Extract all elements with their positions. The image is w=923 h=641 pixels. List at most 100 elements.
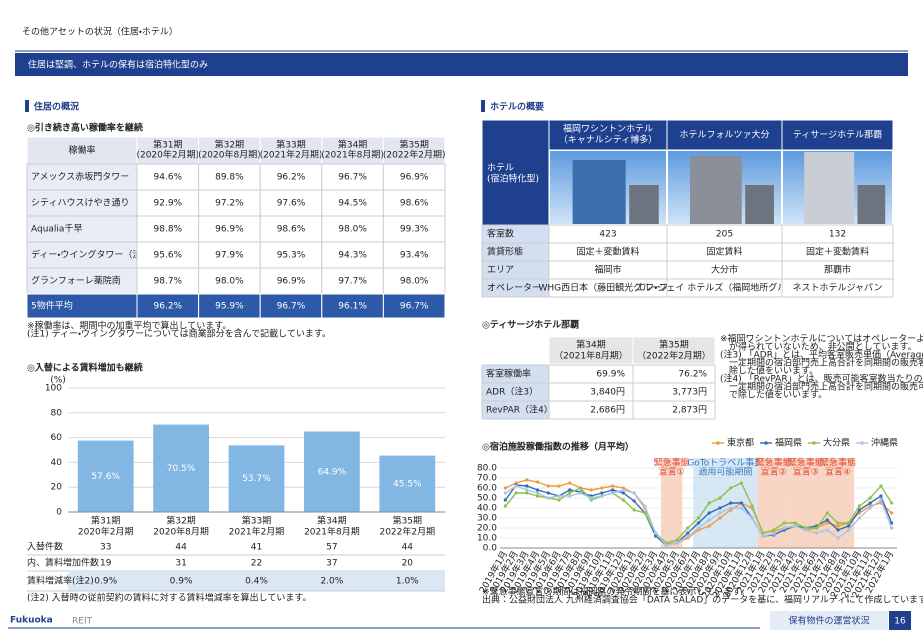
table-cell: [198, 267, 261, 295]
series-point: [643, 511, 647, 515]
table-value: 96.9%: [215, 225, 244, 235]
period-annotation: GoToトラベル事業: [687, 457, 763, 469]
column-header: 第32期: [215, 139, 244, 151]
x-tick-label: 第32期: [166, 515, 195, 527]
table-cell: [136, 267, 200, 295]
section-heading: ホテルの概要: [490, 101, 544, 113]
note: (注2) 入替時の従前契約の賃料に対する賃料増減率を算出しています。: [27, 592, 311, 604]
series-point: [836, 536, 840, 540]
table-cell: [781, 278, 894, 298]
table-cell: [136, 241, 200, 269]
page-number-box: [889, 611, 911, 630]
series-point: [739, 506, 744, 510]
subheading: ◎ティサージホテル那覇: [482, 320, 579, 331]
table-value: 98.6%: [400, 199, 429, 209]
series-point: [739, 481, 744, 485]
table-value: 96.9%: [400, 173, 429, 183]
series-point: [707, 518, 711, 522]
series-point: [535, 480, 540, 484]
series-point: [772, 528, 776, 532]
series-point: [718, 511, 722, 515]
series-point: [739, 501, 744, 505]
series-point: [611, 484, 615, 488]
series-point: [868, 506, 872, 510]
series-point: [857, 508, 862, 512]
section-heading: 住居の概況: [33, 101, 79, 113]
series-point: [675, 541, 679, 545]
x-tick-label: 第33期: [242, 515, 271, 527]
table-value: 固定＋変動賃料: [576, 246, 639, 258]
table-cell: [259, 163, 323, 191]
series-point: [707, 524, 711, 528]
footer-section: 保有物件の運営状況: [788, 615, 869, 627]
series-point: [825, 518, 829, 522]
series-point: [782, 521, 786, 525]
table-cell: [136, 163, 200, 191]
y-tick-label: 100: [45, 384, 62, 394]
series-point: [868, 496, 872, 500]
column-header: （キャナルシティ博多）: [559, 134, 657, 146]
legend-label: 大分県: [823, 437, 850, 449]
table-value: 0.4%: [245, 577, 268, 587]
series-point: [503, 491, 507, 495]
column-header-cell: [548, 336, 634, 365]
series-point: [847, 528, 851, 532]
y-tick-label: 50.0: [477, 494, 497, 504]
note: (注3) 「ADR」とは、平均客室販売単価（Average Daily Rate…: [720, 349, 923, 361]
table-value: 69.9%: [596, 370, 625, 380]
series-point: [696, 521, 701, 525]
period-annotation: 宣言①: [659, 466, 685, 478]
series-point: [611, 488, 615, 492]
table-value: 96.1%: [338, 302, 367, 312]
table-value: 92.9%: [154, 199, 183, 209]
hotel-building: [804, 152, 855, 224]
table-row-band: [68, 571, 445, 591]
table-value: 2.0%: [320, 577, 343, 587]
series-point: [696, 516, 701, 520]
table-value: 97.6%: [277, 199, 306, 209]
series-point: [890, 511, 894, 515]
y-tick-label: 20.0: [477, 524, 497, 534]
series-point: [546, 484, 550, 488]
period-annotation: 適用可能期間: [698, 466, 752, 478]
series-point: [514, 491, 518, 495]
row-header: エリア: [487, 266, 514, 276]
column-header-cell: [632, 336, 716, 365]
series-point: [664, 543, 668, 547]
table-value: 固定＋変動賃料: [806, 246, 869, 258]
table-value: 99.3%: [400, 225, 429, 235]
note: (注4) 「RevPAR」とは、販売可能客室数当たりの宿泊部門売上であり、: [720, 373, 923, 385]
series-point: [890, 526, 894, 530]
series-point: [578, 491, 583, 495]
y-axis-label: (%): [50, 376, 66, 386]
table-cell: [382, 293, 446, 319]
series-point: [546, 496, 550, 500]
table-value: 57: [326, 543, 337, 553]
hotel-building: [690, 156, 742, 224]
series-point: [718, 496, 722, 500]
series-point: [696, 526, 701, 530]
table-value: 固定賃料: [706, 246, 742, 258]
series-point: [514, 484, 518, 488]
footer-section-box: [770, 611, 888, 630]
table-value: 96.7%: [400, 302, 429, 312]
column-header: (2020年2月期): [136, 149, 199, 161]
table-cell: [26, 189, 138, 217]
table-value: 96.2%: [154, 302, 183, 312]
table-value: 97.7%: [338, 277, 367, 287]
series-point: [890, 521, 894, 525]
table-value: 97.2%: [215, 199, 244, 209]
series-point: [836, 528, 840, 532]
series-point: [814, 531, 819, 535]
series-point: [836, 521, 840, 525]
series-point: [750, 516, 754, 520]
table-cell: [632, 400, 716, 420]
period-annotation: 宣言④: [825, 466, 851, 478]
table-value: 98.7%: [154, 277, 183, 287]
legend-label: 福岡県: [775, 437, 802, 449]
row-header: ディー・ウイングタワー（注1）: [31, 249, 156, 261]
row-header: 内、賃料増加件数: [27, 557, 99, 569]
x-tick-sublabel: 2020年8月期: [153, 526, 209, 538]
banner-text: 住居は堅調、ホテルの保有は宿泊特化型のみ: [28, 59, 208, 71]
